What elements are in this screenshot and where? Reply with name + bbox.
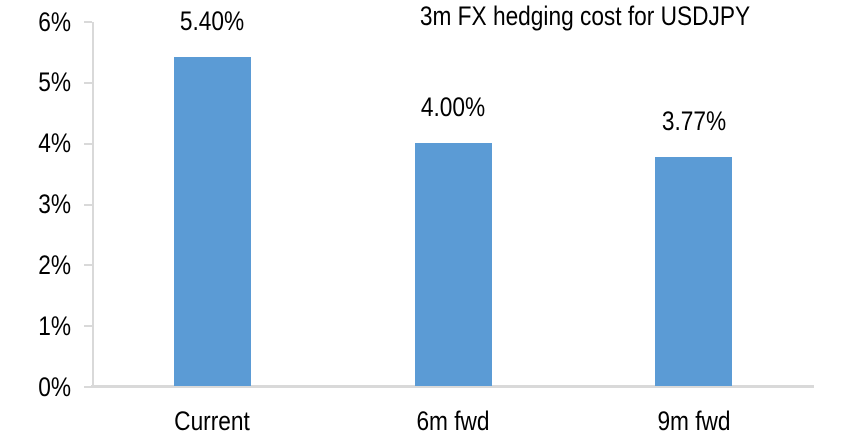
- y-tick-label: 6%: [38, 7, 71, 37]
- x-category-label: 9m fwd: [657, 406, 731, 436]
- bar-value-label: 4.00%: [420, 92, 486, 122]
- x-category-label: 6m fwd: [416, 406, 490, 436]
- x-category-label: Current: [174, 406, 250, 436]
- y-axis-tick: [84, 82, 92, 84]
- y-tick-label: 4%: [38, 128, 71, 158]
- y-tick-label: 3%: [38, 189, 71, 219]
- y-axis-line: [92, 22, 94, 387]
- y-tick-label: 1%: [38, 311, 71, 341]
- chart-title: 3m FX hedging cost for USDJPY: [419, 1, 751, 31]
- bar: [174, 57, 251, 386]
- bar-value-label: 5.40%: [179, 6, 245, 36]
- y-tick-label: 0%: [38, 372, 71, 402]
- y-axis-tick: [84, 204, 92, 206]
- y-axis-tick: [84, 143, 92, 145]
- y-axis-tick: [84, 264, 92, 266]
- y-tick-label: 5%: [38, 67, 71, 97]
- y-axis-tick: [84, 21, 92, 23]
- bar: [655, 157, 732, 386]
- y-tick-label: 2%: [38, 250, 71, 280]
- y-axis-tick: [84, 386, 92, 388]
- bar-value-label: 3.77%: [661, 106, 727, 136]
- y-axis-tick: [84, 325, 92, 327]
- bar: [415, 143, 492, 386]
- x-axis-line: [91, 385, 814, 388]
